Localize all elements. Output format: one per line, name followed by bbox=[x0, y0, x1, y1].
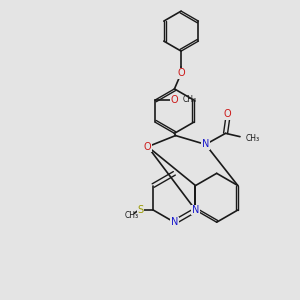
Text: CH₃: CH₃ bbox=[125, 211, 139, 220]
Text: O: O bbox=[170, 95, 178, 105]
Text: N: N bbox=[171, 217, 178, 227]
Text: O: O bbox=[177, 68, 185, 78]
Text: CH₃: CH₃ bbox=[246, 134, 260, 143]
Text: O: O bbox=[144, 142, 152, 152]
Text: O: O bbox=[224, 110, 232, 119]
Text: S: S bbox=[138, 205, 144, 215]
Text: N: N bbox=[202, 140, 209, 149]
Text: N: N bbox=[192, 205, 199, 215]
Text: CH₃: CH₃ bbox=[183, 95, 197, 104]
